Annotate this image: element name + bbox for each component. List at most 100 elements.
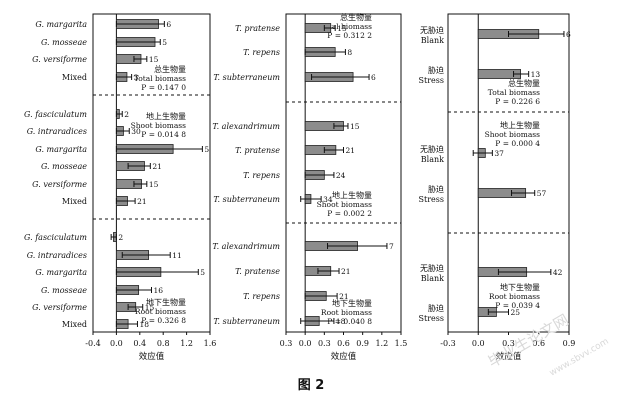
category-label-en: Stress — [419, 195, 444, 204]
group-title-cn: 地下生物量 — [500, 282, 540, 292]
category-label: 胁迫 — [428, 303, 444, 313]
x-tick-label: 0.3 — [502, 339, 515, 348]
sample-size-label: 5 — [162, 38, 167, 47]
x-tick-label: 0.4 — [133, 339, 146, 348]
sample-size-label: 24 — [336, 171, 346, 180]
x-tick-label: 1.2 — [375, 339, 388, 348]
category-label: T. pratense — [235, 24, 280, 33]
group-title-en: Root biomass — [321, 308, 372, 317]
sample-size-label: 21 — [152, 162, 162, 171]
panel-frame — [92, 13, 211, 333]
sample-size-label: 25 — [511, 308, 521, 317]
sample-size-label: 15 — [145, 303, 155, 312]
x-tick-label: 0.8 — [157, 339, 170, 348]
group-p-value: P = 0.147 0 — [141, 83, 186, 92]
category-label: Mixed — [62, 197, 87, 206]
sample-size-label: 18 — [336, 317, 346, 326]
category-label: G. versiforme — [32, 55, 87, 64]
category-label-en: Blank — [421, 155, 444, 164]
x-tick-label: 0.6 — [337, 339, 350, 348]
category-label: T. alexandrimum — [212, 122, 280, 131]
sample-size-label: 3 — [134, 73, 139, 82]
category-label: 无胁迫 — [420, 25, 444, 35]
sample-size-label: 15 — [149, 180, 159, 189]
sample-size-label: 6 — [371, 73, 376, 82]
group-p-value: P = 0.014 8 — [141, 130, 186, 139]
group-title-en: Root biomass — [489, 292, 540, 301]
category-label: G. mosseae — [41, 38, 87, 47]
group-title-cn: 地下生物量 — [332, 298, 372, 308]
x-axis-label: 效应值 — [496, 351, 522, 362]
group-title-en: Shoot biomass — [131, 121, 187, 130]
sample-size-label: 30 — [131, 127, 141, 136]
category-label: G. mosseae — [41, 162, 87, 171]
group-title-en: Total biomass — [320, 22, 372, 31]
category-label-en: Blank — [421, 36, 444, 45]
group-p-value: P = 0.000 4 — [495, 139, 540, 148]
x-tick-label: 1.2 — [180, 339, 193, 348]
group-p-value: P = 0.326 8 — [141, 316, 186, 325]
x-tick-label: 0.0 — [299, 339, 312, 348]
group-p-value: P = 0.312 2 — [327, 31, 372, 40]
x-tick-label: -0.3 — [440, 339, 455, 348]
x-tick-label: 1.5 — [395, 339, 408, 348]
x-tick-label: 0.0 — [472, 339, 485, 348]
category-label: G. intraradices — [27, 251, 87, 260]
group-title-en: Root biomass — [135, 307, 186, 316]
category-label: T. subterraneum — [213, 73, 280, 82]
sample-size-label: 16 — [154, 286, 164, 295]
sample-size-label: 21 — [346, 146, 356, 155]
sample-size-label: 37 — [494, 149, 504, 158]
x-axis-label: 效应值 — [139, 351, 165, 362]
sample-size-label: 7 — [389, 242, 394, 251]
figure-caption: 图 2 — [297, 378, 325, 393]
category-label-en: Blank — [421, 274, 444, 283]
category-label: G. margarita — [35, 145, 87, 154]
category-label: T. repens — [243, 48, 280, 57]
group-p-value: P = 0.039 4 — [495, 301, 540, 310]
sample-size-label: 21 — [137, 197, 147, 206]
sample-size-label: 15 — [149, 55, 159, 64]
sample-size-label: 57 — [537, 189, 547, 198]
x-tick-label: 0.9 — [563, 339, 576, 348]
group-title-cn: 总生物量 — [508, 78, 540, 88]
category-label-en: Stress — [419, 314, 444, 323]
category-label: 胁迫 — [428, 184, 444, 194]
category-label: Mixed — [62, 73, 87, 82]
category-label: T. alexandrimum — [212, 242, 280, 251]
group-title-cn: 地上生物量 — [332, 190, 372, 200]
sample-size-label: 15 — [337, 24, 347, 33]
category-label-en: Stress — [419, 76, 444, 85]
sample-size-label: 11 — [172, 251, 182, 260]
category-label: G. fasciculatum — [24, 110, 87, 119]
sample-size-label: 2 — [124, 110, 129, 119]
category-label: T. pratense — [235, 146, 280, 155]
group-p-value: P = 0.002 2 — [327, 209, 372, 218]
category-label: G. fasciculatum — [24, 233, 87, 242]
x-tick-label: 0.0 — [110, 339, 123, 348]
category-label: T. subterraneum — [213, 317, 280, 326]
sample-size-label: 5 — [204, 145, 209, 154]
group-title-cn: 总生物量 — [340, 12, 372, 22]
x-tick-label: 0.6 — [532, 339, 545, 348]
sample-size-label: 18 — [139, 320, 149, 329]
category-label: G. margarita — [35, 268, 87, 277]
category-label: G. versiforme — [32, 303, 87, 312]
x-tick-label: 0.3 — [318, 339, 331, 348]
category-label: T. repens — [243, 171, 280, 180]
sample-size-label: 15 — [350, 122, 360, 131]
sample-size-label: 34 — [323, 195, 333, 204]
category-label: G. versiforme — [32, 180, 87, 189]
group-title-cn: 总生物量 — [154, 64, 186, 74]
sample-size-label: 13 — [531, 70, 541, 79]
sample-size-label: 21 — [339, 292, 349, 301]
category-label: G. intraradices — [27, 127, 87, 136]
x-tick-label: 1.6 — [204, 339, 217, 348]
category-label: T. pratense — [235, 267, 280, 276]
group-title-en: Total biomass — [488, 88, 540, 97]
category-label: 无胁迫 — [420, 263, 444, 273]
sample-size-label: 8 — [347, 48, 352, 57]
category-label: 胁迫 — [428, 65, 444, 75]
x-axis-label: 效应值 — [331, 351, 357, 362]
